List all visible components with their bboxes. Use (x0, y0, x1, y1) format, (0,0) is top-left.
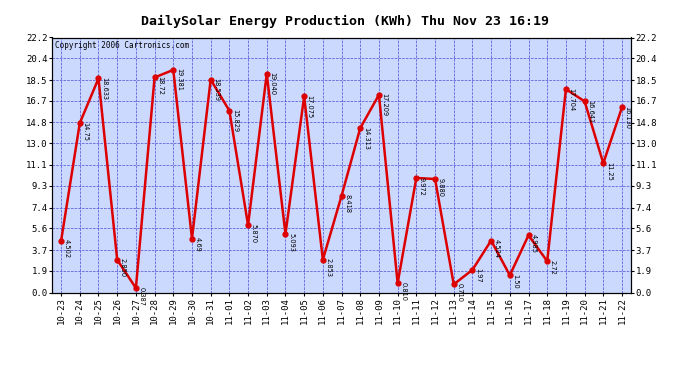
Text: 4.985: 4.985 (531, 234, 537, 253)
Text: 2.850: 2.850 (120, 258, 126, 278)
Text: 9.972: 9.972 (419, 177, 425, 195)
Text: 4.502: 4.502 (63, 239, 70, 258)
Text: 17.075: 17.075 (307, 95, 313, 118)
Text: 5.870: 5.870 (250, 224, 257, 243)
Text: 4.69: 4.69 (195, 237, 201, 252)
Text: 1.97: 1.97 (475, 268, 481, 283)
Text: 0.387: 0.387 (139, 286, 144, 306)
Text: 15.829: 15.829 (232, 109, 238, 132)
Text: 18.72: 18.72 (157, 76, 163, 95)
Text: 9.880: 9.880 (437, 178, 444, 197)
Text: 17.209: 17.209 (382, 93, 388, 117)
Text: 17.704: 17.704 (569, 88, 575, 111)
Text: 2.72: 2.72 (550, 260, 555, 275)
Text: 16.130: 16.130 (624, 106, 631, 129)
Text: 0.710: 0.710 (456, 283, 462, 302)
Text: 2.853: 2.853 (326, 258, 331, 278)
Text: 0.810: 0.810 (400, 282, 406, 301)
Text: 19.381: 19.381 (176, 69, 182, 92)
Text: 1.50: 1.50 (513, 274, 518, 289)
Text: 11.25: 11.25 (606, 162, 612, 181)
Text: 14.313: 14.313 (363, 127, 368, 150)
Text: 19.040: 19.040 (269, 72, 275, 96)
Text: 8.418: 8.418 (344, 194, 350, 213)
Text: 16.641: 16.641 (587, 100, 593, 123)
Text: 18.539: 18.539 (213, 78, 219, 101)
Text: DailySolar Energy Production (KWh) Thu Nov 23 16:19: DailySolar Energy Production (KWh) Thu N… (141, 15, 549, 28)
Text: Copyright 2006 Cartronics.com: Copyright 2006 Cartronics.com (55, 41, 189, 50)
Text: 4.524: 4.524 (493, 239, 500, 258)
Text: 14.75: 14.75 (82, 122, 88, 141)
Text: 5.093: 5.093 (288, 232, 294, 252)
Text: 18.633: 18.633 (101, 77, 107, 100)
